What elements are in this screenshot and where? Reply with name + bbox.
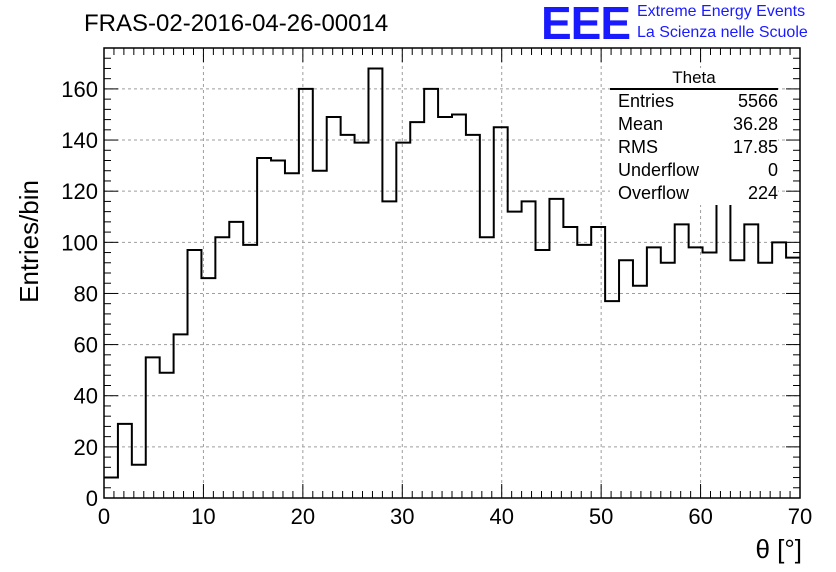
histogram-bin [661,263,675,498]
histogram-bin [689,247,703,498]
stats-box: Theta Entries 5566 Mean 36.28 RMS 17.85 … [610,68,778,205]
histogram-bin [341,135,355,498]
histogram-bin [382,201,396,498]
x-tick-label: 70 [788,504,812,529]
stats-label: Overflow [618,183,690,203]
histogram-series-line [104,67,800,479]
stats-row-underflow: Underflow 0 [610,159,778,182]
histogram-bin [758,263,772,498]
histogram-bin [410,122,424,498]
histogram-bin [368,68,382,498]
y-tick-label: 100 [61,230,98,255]
histogram-bin [536,250,550,498]
histogram-bin [522,201,536,498]
histogram-bin [647,247,661,498]
x-axis-label: θ [°] [755,534,802,564]
histogram-bin [243,245,257,498]
histogram-bin [313,171,327,498]
histogram-bin [703,253,717,498]
x-tick-label: 0 [98,504,110,529]
histogram-bin [619,260,633,498]
stats-label: Entries [618,91,675,111]
y-tick-label: 20 [74,435,98,460]
stats-value: 224 [747,183,778,203]
stats-value: 0 [767,160,778,180]
histogram-bin [633,286,647,498]
x-tick-label: 20 [291,504,315,529]
histogram-bin [424,89,438,498]
histogram-bin [160,373,174,498]
histogram-bin [480,237,494,498]
histogram-bin [452,114,466,498]
histogram-bin [730,260,744,498]
histogram-bin [508,212,522,498]
histogram-bin [188,250,202,498]
x-tick-label: 30 [390,504,414,529]
y-tick-label: 0 [86,486,98,511]
histogram-bin [591,227,605,498]
histogram-bin [438,117,452,498]
histogram-bin [675,224,689,498]
histogram-bin [494,127,508,498]
histogram-bin [271,161,285,499]
x-tick-label: 10 [191,504,215,529]
histogram-bin [257,158,271,498]
eee-logo: EEE [541,0,631,49]
histogram-bin [355,143,369,498]
histogram-bin [201,278,215,498]
y-axis-label: Entries/bin [14,180,44,303]
histogram-bin [174,334,188,498]
stats-title: Theta [610,68,778,90]
histogram-bin [549,199,563,498]
histogram-bin [285,173,299,498]
histogram-bin [327,117,341,498]
stats-row-mean: Mean 36.28 [610,113,778,136]
histogram-bin [299,89,313,498]
histogram-bin [744,224,758,498]
stats-value: 5566 [737,91,778,111]
logo-subtitle-1: Extreme Energy Events [637,3,806,20]
stats-value: 36.28 [732,114,778,134]
histogram-bin [563,227,577,498]
stats-label: Underflow [618,160,700,180]
histogram-bin [118,424,132,498]
histogram-bin [466,135,480,498]
stats-label: RMS [618,137,658,157]
x-tick-label: 60 [688,504,712,529]
logo-subtitle-2: La Scienza nelle Scuole [637,24,808,41]
histogram-bin [215,237,229,498]
y-tick-label: 120 [61,179,98,204]
stats-label: Mean [618,114,664,134]
histogram-bin [716,189,730,498]
y-tick-label: 80 [74,281,98,306]
histogram-bin [605,301,619,498]
y-axis-label-wrap: Entries/bin [6,0,44,572]
y-tick-label: 40 [74,384,98,409]
run-title: FRAS-02-2016-04-26-00014 [84,10,389,37]
histogram-bin [577,245,591,498]
y-tick-label: 60 [74,333,98,358]
x-tick-label: 40 [489,504,513,529]
histogram-bin [396,143,410,498]
stats-value: 17.85 [732,137,778,157]
y-tick-label: 140 [61,128,98,153]
x-tick-label: 50 [589,504,613,529]
histogram-bin [146,357,160,498]
histogram-bin [229,222,243,498]
stats-row-overflow: Overflow 224 [610,182,778,205]
histogram-bin [772,242,786,498]
stats-row-entries: Entries 5566 [610,90,778,113]
stats-row-rms: RMS 17.85 [610,136,778,159]
y-tick-label: 160 [61,77,98,102]
